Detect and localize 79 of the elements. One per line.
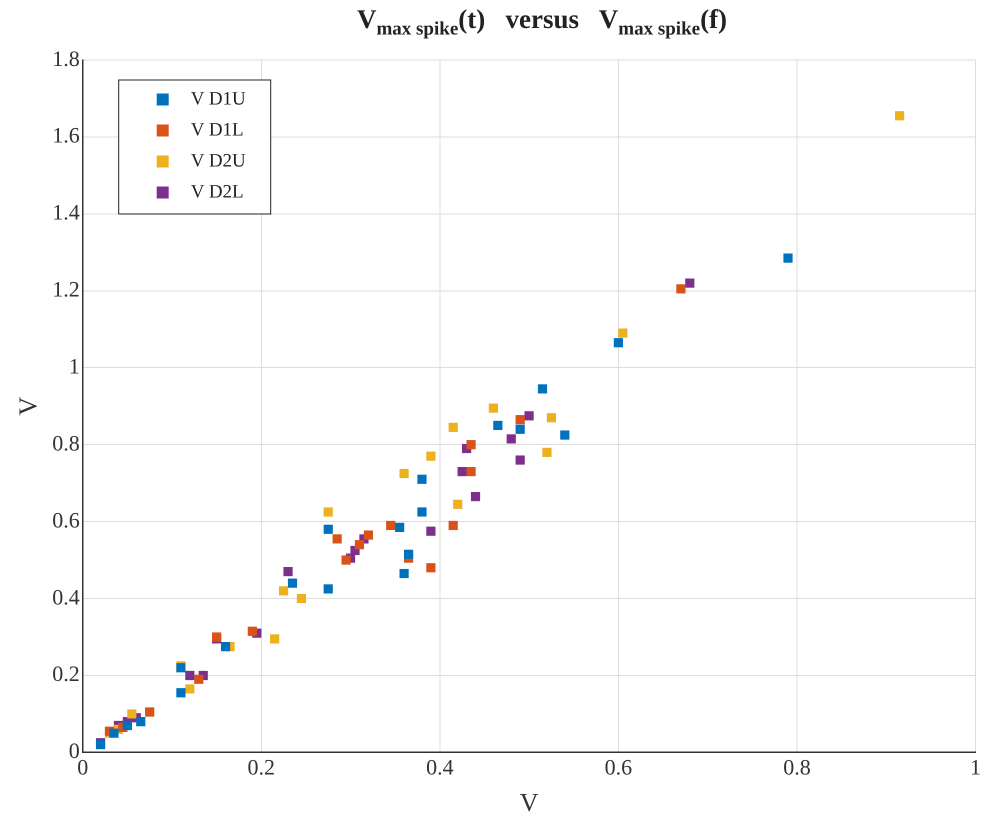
point [364,530,373,540]
point [332,534,342,544]
x-axis-title: V [520,788,539,818]
y-axis-title: V [13,396,42,416]
point [466,440,476,450]
point [194,674,204,684]
point [220,642,230,652]
point [516,415,525,424]
point [122,720,132,730]
point [538,384,548,394]
point [145,707,154,717]
point [400,568,409,578]
point [278,586,288,596]
point [248,626,257,636]
point [109,728,119,738]
point [493,420,502,430]
point [506,434,516,444]
y-tick-label: 1 [68,354,80,379]
y-tick-label: 0.6 [52,507,80,532]
point [127,709,136,719]
point [185,670,194,680]
point [618,328,628,338]
point [400,468,409,478]
point [270,634,280,644]
point [404,550,414,559]
x-tick-label: 0.2 [248,754,276,780]
point [324,524,333,534]
y-tick-label: 0.4 [52,584,80,610]
point [488,404,498,413]
point [288,578,298,588]
y-tick-label: 0.2 [52,661,80,686]
x-tick-label: 0.6 [604,754,632,780]
point [542,448,552,457]
point [895,111,904,120]
point [685,278,694,288]
point [176,688,186,698]
point [426,452,436,461]
point [614,338,623,348]
point [448,422,458,432]
point [783,254,793,263]
y-tick-label: 0.8 [52,430,80,456]
point [466,466,476,476]
legend-label: V D1U [190,88,246,110]
point [417,507,427,517]
point [136,717,146,726]
point [426,526,436,536]
x-tick-label: 1 [970,754,981,780]
y-tick-label: 1.2 [52,276,80,302]
point [516,455,525,465]
y-tick-label: 0 [68,738,80,764]
point [185,684,194,694]
legend-label: V D1L [190,119,244,140]
legend-label: V D2U [190,150,246,172]
point [426,563,436,572]
x-tick-label: 0.4 [426,754,454,780]
x-tick-label: 0.8 [783,754,811,780]
point [448,520,458,530]
legend-label: V D2L [190,181,244,202]
point [341,555,351,565]
y-tick-label: 1.6 [52,122,80,148]
y-tick-label: 1.8 [52,46,80,71]
point [560,430,570,440]
point [676,284,686,294]
point [470,492,480,502]
point [324,584,333,594]
point [324,507,333,517]
point [458,466,467,476]
point [354,540,364,550]
chart-title: V$_{max spike}$(t) versus V$_{max spike}$(f) [356,4,728,40]
point [395,522,404,532]
point [516,424,525,434]
y-tick-label: 1.4 [52,200,80,225]
point [453,500,462,509]
point [417,474,427,484]
point [296,594,306,604]
point [283,567,293,576]
point [546,413,556,422]
point [524,411,534,420]
point [386,520,396,530]
